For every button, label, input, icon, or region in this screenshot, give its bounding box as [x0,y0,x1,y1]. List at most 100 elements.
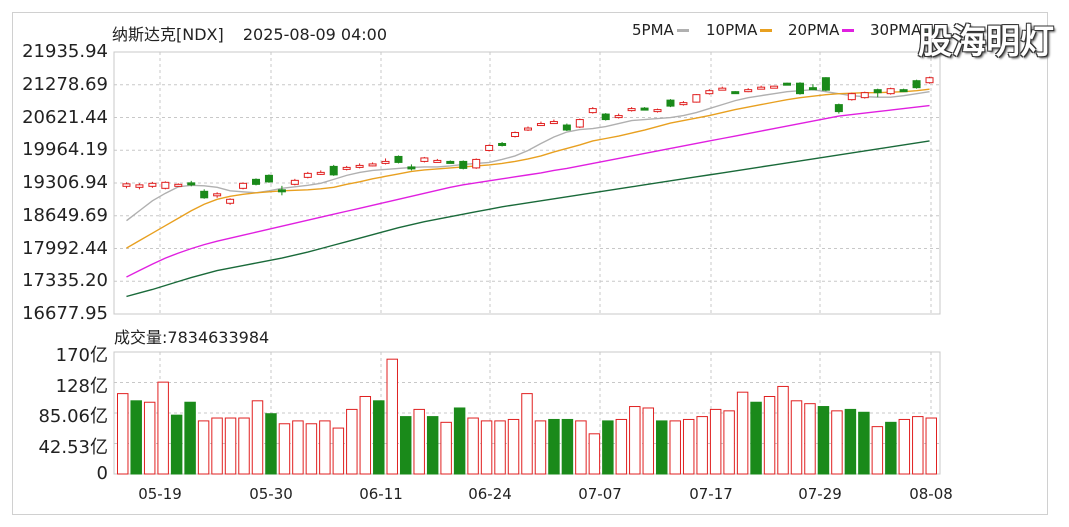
volume-bar [669,420,681,475]
candle-body [407,166,416,170]
candle-body [135,184,144,188]
date-tick-label: 07-17 [689,485,733,503]
volume-bar [615,418,628,475]
candle-body [148,182,157,187]
volume-value: :7834633984 [162,328,270,347]
volume-tick-label: 170亿 [55,345,108,366]
volume-bar [750,401,762,475]
date-tick-label: 08-08 [909,485,953,503]
candle-body [847,93,856,101]
price-tick-label: 16677.95 [22,303,108,324]
volume-bar [251,400,264,475]
candle-body [575,119,584,128]
volume-bar [413,408,425,475]
legend-label: 30PMA [870,21,922,39]
date-tick-label: 05-30 [249,485,293,503]
price-tick-label: 17992.44 [22,237,108,259]
price-plot-area [113,51,941,315]
volume-bar [858,411,870,475]
volume-bar [305,423,318,475]
volume-bar [871,426,884,475]
price-tick-label: 19964.19 [22,139,108,161]
candle-body [588,108,597,114]
candle-body [239,182,248,189]
candle-body [394,155,403,163]
price-tick-label: 21935.94 [22,41,108,62]
candle-body [679,102,688,106]
volume-bar [925,417,938,475]
price-tick-label: 19306.94 [22,172,108,193]
candle-body [316,171,325,175]
date-tick-label: 07-07 [578,485,622,503]
legend-swatch [676,29,689,32]
volume-bar [319,420,331,475]
candle-body [899,89,908,93]
volume-bar [521,393,533,475]
legend-label: 20PMA [788,21,840,39]
volume-bar [480,420,493,475]
volume-bar [763,395,776,475]
candle-body [381,160,390,164]
volume-bar [777,385,789,475]
candle-body [368,163,377,167]
volume-bar [602,420,614,475]
candle-body [718,87,727,91]
candle-body [459,160,468,169]
volume-bar [561,418,574,475]
candle-body [226,198,235,204]
candle-body [601,113,610,121]
candle-body [925,77,934,84]
price-tick-label: 17335.20 [22,270,108,292]
candle-body [264,174,273,183]
volume-bar [157,381,169,475]
volume-tick-label: 85.06亿 [38,406,108,427]
candle-body [290,179,299,185]
candle-body [666,99,675,107]
candle-body [757,86,766,90]
candle-body [536,123,545,127]
volume-header: 成交量:7834633984 [114,324,269,348]
candle-body [524,127,532,131]
candle-body [329,165,338,176]
price-tick-label: 18649.69 [22,204,108,226]
volume-bar [494,420,506,475]
volume-bar [467,417,479,475]
date-tick-label: 07-29 [798,485,842,503]
volume-bar [723,410,735,475]
candle-body [770,85,779,89]
volume-bar [548,418,560,475]
candle-body [420,157,429,162]
legend-20pma: 20PMA [788,21,855,39]
volume-bar [629,406,641,475]
candle-body [200,190,209,199]
candle-body [342,166,351,170]
volume-bar [184,401,196,475]
legend-10pma: 10PMA [706,21,773,39]
price-tick-label: 21278.69 [22,73,108,95]
volume-bar [588,433,601,475]
candle-body [821,77,830,91]
candle-body [834,104,843,113]
volume-bar [898,418,911,475]
volume-bar [804,403,816,475]
date-tick-label: 06-24 [468,485,512,503]
volume-tick-label: 128亿 [55,375,108,397]
ma-line-20pma [126,104,930,278]
instrument-name: 纳斯达克[NDX] [112,25,224,44]
candle-body [161,181,170,189]
volume-bar [656,420,668,475]
volume-bar [831,410,843,475]
brand-watermark: 股海明灯 [918,22,1054,62]
volume-bar [117,393,129,475]
volume-bar [373,400,385,475]
volume-bar [211,417,223,475]
ma-line-30pma [126,140,930,298]
candle-body [808,87,817,91]
volume-bar [709,408,722,475]
volume-bar [265,413,277,475]
volume-bar [642,407,655,475]
candle-body [783,82,792,86]
volume-bar [912,416,924,475]
candle-body [549,121,558,125]
